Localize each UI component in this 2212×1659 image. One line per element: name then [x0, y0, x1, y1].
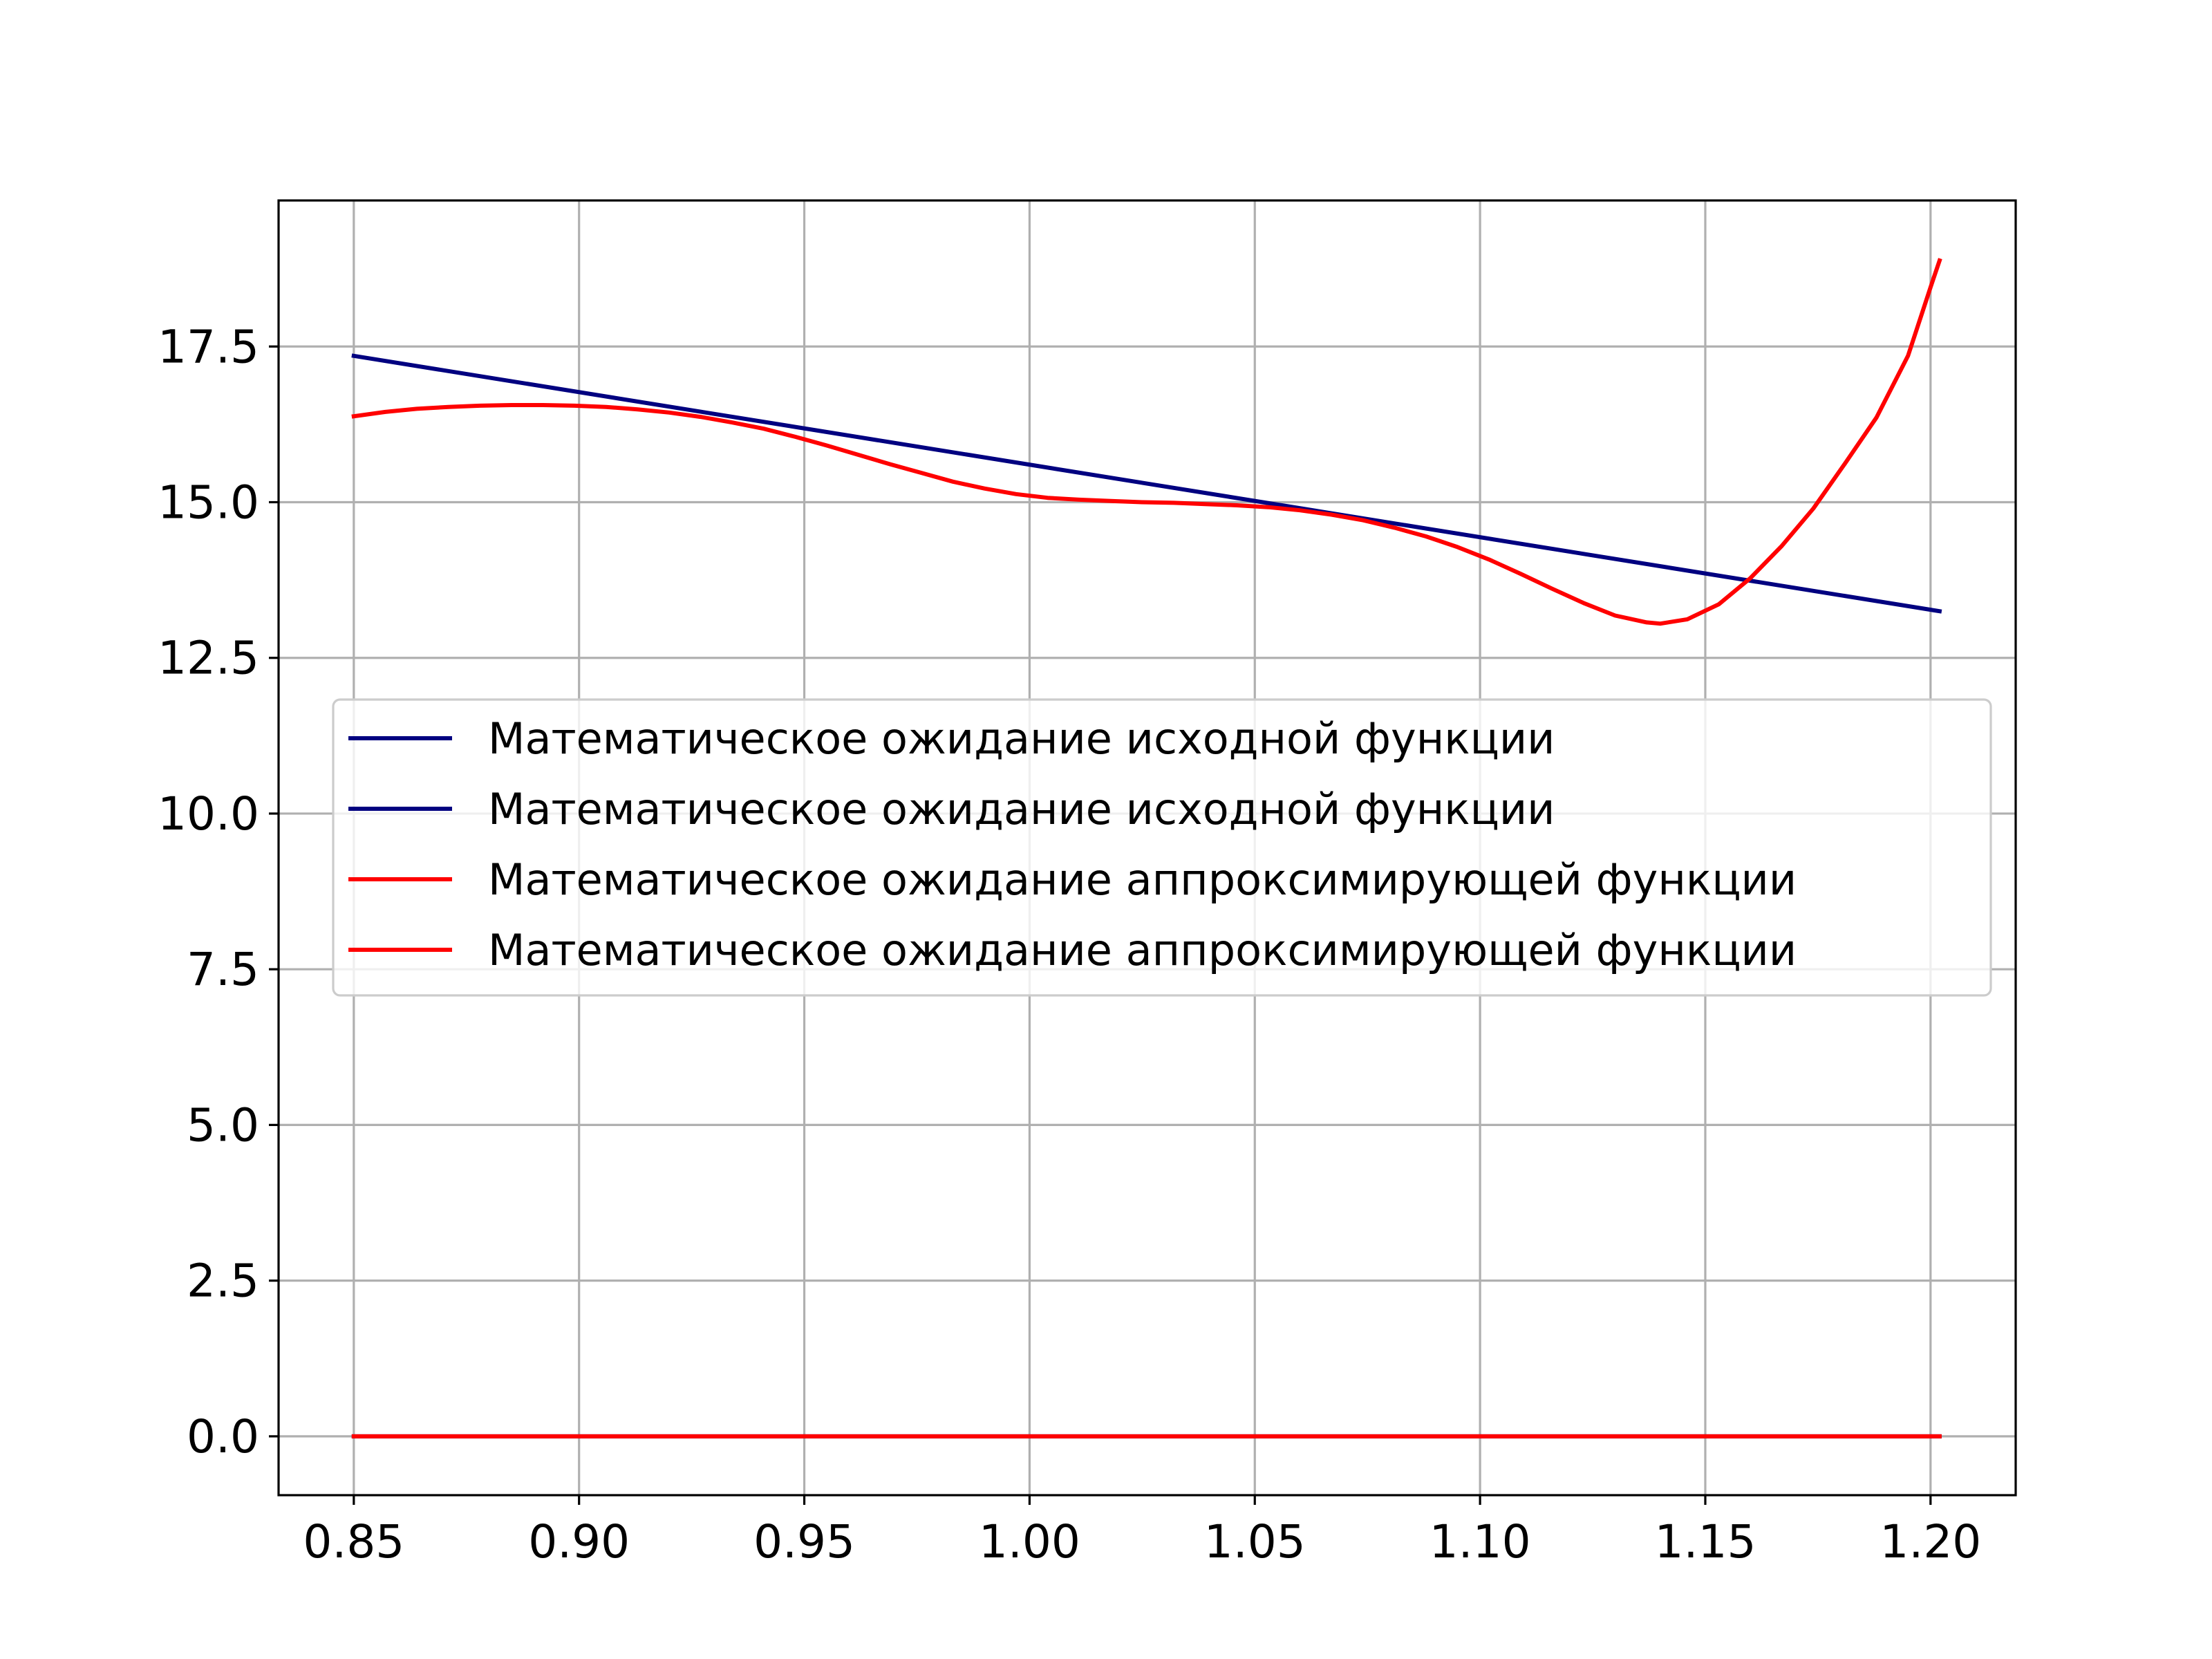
legend-label: Математическое ожидание исходной функции	[488, 784, 1555, 834]
x-tick-label: 0.90	[528, 1515, 630, 1568]
x-tick-label: 1.15	[1654, 1515, 1756, 1568]
y-tick-label: 5.0	[187, 1098, 259, 1152]
series-line-1	[351, 353, 1942, 614]
y-tick-label: 0.0	[187, 1410, 259, 1463]
y-tick-label: 15.0	[158, 476, 259, 529]
legend: Математическое ожидание исходной функции…	[332, 698, 1992, 997]
y-tick-label: 12.5	[158, 632, 259, 685]
x-tick-label: 1.05	[1204, 1515, 1306, 1568]
x-tick-label: 1.20	[1880, 1515, 1981, 1568]
series-line-3	[351, 258, 1942, 626]
x-tick-label: 1.10	[1430, 1515, 1531, 1568]
legend-label: Математическое ожидание исходной функции	[488, 713, 1555, 764]
x-tick-label: 0.95	[753, 1515, 855, 1568]
y-tick-label: 2.5	[187, 1255, 259, 1308]
legend-box	[332, 698, 1992, 997]
y-tick-label: 17.5	[158, 320, 259, 373]
axes-frame	[277, 199, 2017, 1497]
y-tick-label: 10.0	[158, 787, 259, 841]
axis-ticks: 0.85 0.90 0.95 1.00 1.05 1.10 1.15 1.20 0.0 2.5 5.…	[158, 320, 1981, 1568]
series-layer	[351, 258, 1942, 1438]
legend-label: Математическое ожидание аппроксимирующей…	[488, 854, 1797, 905]
x-tick-label: 1.00	[979, 1515, 1080, 1568]
legend-label: Математическое ожидание аппроксимирующей…	[488, 925, 1797, 975]
y-tick-label: 7.5	[187, 943, 259, 996]
x-tick-label: 0.85	[303, 1515, 404, 1568]
